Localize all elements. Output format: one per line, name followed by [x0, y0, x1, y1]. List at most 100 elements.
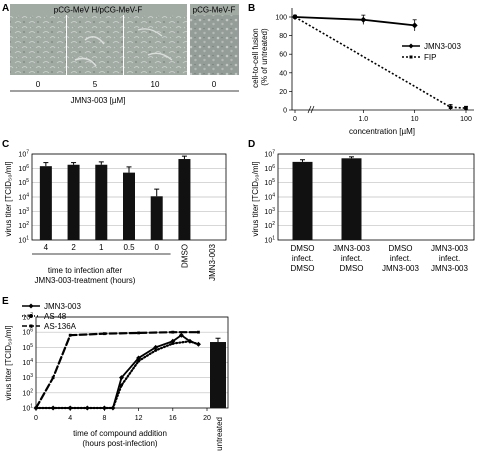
panel-e-ytick-label: 106: [22, 328, 33, 337]
panel-a-header-bar-right: [190, 4, 239, 15]
legend-label-fip: FIP: [424, 53, 436, 62]
panel-e-plot-frame: [35, 316, 229, 409]
panel-b-xtick-label: 1.0: [358, 116, 368, 123]
panel-c-xlabel-line2: JMN3-003-treatment (hours): [35, 276, 136, 285]
panel-b-plot: [292, 14, 468, 110]
panel-a-axis-label: JMN3-003 [µM]: [71, 96, 126, 105]
panel-d-group-label: DMSO: [291, 244, 315, 253]
series-jmn3-003-line: [294, 16, 415, 27]
panel-d-group-label: DMSO: [389, 244, 413, 253]
diamond-marker-icon: [28, 303, 34, 309]
panel-e-ytick-label: 102: [22, 388, 33, 397]
panel-d-ytick-label: 107: [264, 150, 275, 159]
data-point-as-48: [154, 348, 158, 352]
panel-b-ytick-label: 0: [283, 108, 287, 115]
panel-b-ytick-label: 60: [279, 52, 287, 59]
panel-b-xtick-label: 100: [460, 116, 472, 123]
panel-e-ytick-label: 101: [22, 404, 33, 413]
data-point-jmn3-003: [136, 355, 142, 361]
panel-d-group-label: infect.: [341, 254, 362, 263]
panel-e-xtick-label: 20: [203, 415, 211, 422]
panel-e: E virus titer [TCID₅₀/ml] 10710610510410…: [2, 296, 229, 451]
panel-b: B cell-to-cell fusion (% of untreated) 1…: [248, 3, 474, 136]
bar: [150, 196, 163, 240]
panel-b-ytick-label: 80: [279, 33, 287, 40]
data-point-jmn3-003: [411, 22, 418, 29]
data-point-as-48: [196, 342, 200, 346]
panel-a-label: 0: [36, 80, 41, 89]
bar: [95, 164, 108, 240]
panel-d-group-label: infect.: [439, 254, 460, 263]
panel-e-plot: [33, 330, 226, 411]
panel-e-legend: JMN3-003 AS-48 AS-136A: [22, 302, 81, 331]
data-point-fip: [448, 105, 453, 110]
panel-e-ylabel: virus titer [TCID₅₀/ml]: [4, 326, 13, 401]
panel-e-ytick-label: 105: [22, 343, 33, 352]
bar-untreated: [210, 342, 226, 408]
panel-b-yticks: 100 80 60 40 20 0: [275, 15, 292, 115]
legend-label-as-48: AS-48: [44, 312, 67, 321]
data-point-fip: [464, 106, 468, 110]
legend-label-jmn3-003: JMN3-003: [424, 42, 461, 51]
panel-c-category-label: DMSO: [180, 244, 189, 268]
panel-e-xticks: 0 4 8 12 16 20: [34, 408, 211, 422]
panel-a-label: 5: [93, 80, 98, 89]
axis-break-icon: [307, 105, 315, 114]
panel-b-legend: JMN3-003 FIP: [402, 42, 461, 62]
panel-a-letter: A: [2, 3, 9, 14]
panel-e-xtick-label: 12: [135, 415, 143, 422]
panel-d-group-label: DMSO: [291, 264, 315, 273]
panel-a-label: 0: [212, 80, 217, 89]
panel-d-ytick-label: 104: [264, 193, 275, 202]
panel-c-category-label: 2: [71, 243, 76, 252]
panel-c-ytick-label: 104: [18, 193, 29, 202]
data-point-as-136a: [103, 332, 106, 336]
panel-d-group-label: JMN3-003: [382, 264, 419, 273]
circle-marker-icon: [29, 314, 33, 318]
micrograph-f-only: [190, 15, 239, 75]
panel-e-xtick-label: 0: [34, 415, 38, 422]
panel-d-ylabel: virus titer [TCID₅₀/ml]: [251, 162, 260, 237]
panel-d-group-label: infect.: [390, 254, 411, 263]
bar: [341, 158, 362, 240]
data-point-jmn3-003: [360, 16, 367, 23]
panel-c-letter: C: [2, 139, 9, 150]
micrograph-5uM: [67, 15, 123, 75]
data-point-jmn3-003: [178, 332, 184, 338]
data-point-as-136a: [171, 330, 175, 334]
panel-e-ytick-label: 103: [22, 373, 33, 382]
square-marker-icon: [29, 324, 33, 328]
panel-a: A pCG-MeV H/pCG-MeV-F pCG-MeV-F 0 5 10 0…: [2, 3, 239, 105]
panel-c-ytick-label: 102: [18, 221, 29, 230]
legend-label-as-136a: AS-136A: [44, 322, 77, 331]
bar: [292, 161, 313, 240]
panel-c-categories: 4 2 1 0.5 0 DMSO JMN3-003: [32, 243, 217, 281]
data-point-as-136a: [197, 330, 200, 334]
data-point-as-136a: [137, 331, 140, 335]
panel-e-letter: E: [2, 296, 9, 307]
diamond-marker-icon: [408, 43, 414, 49]
data-point-jmn3-003: [153, 344, 159, 350]
bar: [123, 172, 135, 240]
data-point-as-48: [120, 383, 123, 387]
syncytium-mark: [137, 28, 173, 61]
panel-b-xticks: 0 1.0 10 100: [293, 110, 472, 123]
panel-d-group-label: DMSO: [340, 264, 364, 273]
panel-d-ytick-label: 105: [264, 178, 275, 187]
panel-e-ytick-label: 104: [22, 358, 33, 367]
panel-a-header-left: pCG-MeV H/pCG-MeV-F: [54, 6, 143, 15]
panel-c-category-label: 0.5: [123, 243, 135, 252]
legend-label-jmn3-003: JMN3-003: [44, 302, 81, 311]
panel-a-label: 10: [151, 80, 160, 89]
panel-e-xtick-label: 8: [102, 415, 106, 422]
data-point-as-48: [111, 406, 115, 410]
panel-b-ytick-label: 20: [279, 89, 287, 96]
panel-e-xlabel-line2: (hours post-infection): [82, 439, 157, 448]
panel-c: C virus titer [TCID₅₀/ml] 10710610510410…: [2, 139, 227, 285]
panel-d-bars: [292, 156, 362, 240]
panel-d-ytick-label: 106: [264, 164, 275, 173]
square-marker-icon: [409, 55, 413, 59]
panel-e-xtick-label: 16: [169, 415, 177, 422]
